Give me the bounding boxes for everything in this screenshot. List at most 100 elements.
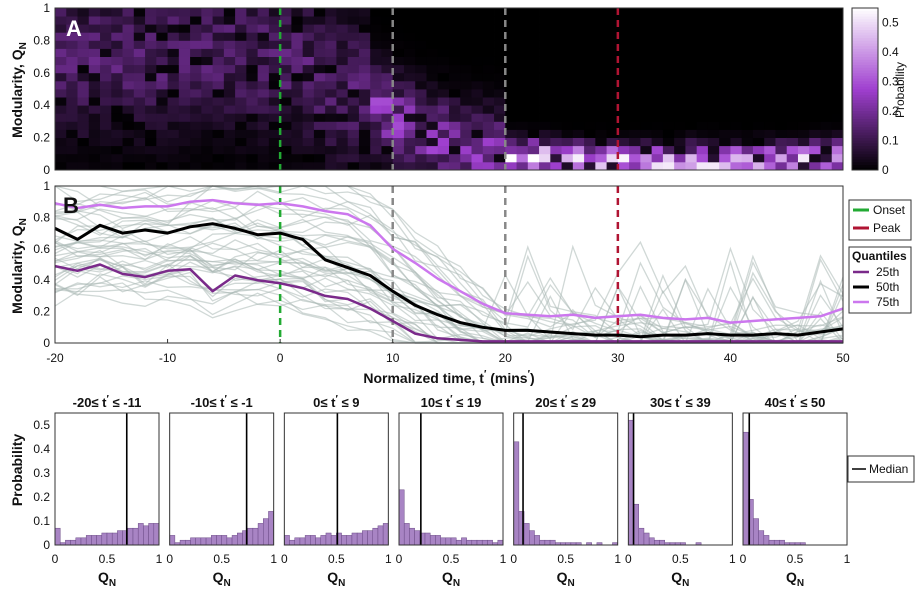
heatmap-cell	[223, 80, 236, 90]
heatmap-cell	[820, 97, 833, 106]
histogram-xtick-label: 1	[385, 552, 392, 566]
heatmap-cell	[460, 105, 472, 114]
heatmap-cell	[516, 24, 529, 33]
heatmap-cell	[809, 56, 821, 66]
heatmap-cell	[831, 40, 844, 49]
histogram-bar	[403, 523, 410, 546]
heatmap-cell	[347, 129, 360, 138]
heatmap-cell	[584, 56, 596, 66]
heatmap-cell	[66, 8, 78, 17]
heatmap-cell	[257, 80, 270, 90]
heatmap-cell	[730, 48, 743, 57]
heatmap-cell	[370, 56, 382, 66]
heatmap-cell	[516, 72, 529, 82]
heatmap-cell	[674, 16, 686, 25]
heatmap-cell	[831, 48, 844, 57]
heatmap-cell	[268, 129, 281, 138]
heatmap-cell	[302, 89, 315, 98]
heatmap-cell	[223, 8, 236, 17]
heatmap-cell	[449, 137, 461, 147]
heatmap-cell	[291, 121, 304, 130]
heatmap-cell	[651, 56, 664, 66]
heatmap-cell	[449, 16, 461, 25]
heatmap-cell	[246, 64, 259, 74]
colorbar-swatch	[852, 124, 878, 128]
heatmap-cell	[302, 129, 315, 138]
event-legend: Onset Peak	[848, 199, 912, 241]
heatmap-cell	[809, 161, 821, 171]
heatmap-cell	[392, 64, 405, 74]
heatmap-cell	[741, 129, 754, 138]
heatmap-cell	[66, 97, 78, 106]
heatmap-cell	[437, 24, 450, 33]
heatmap-cell	[674, 129, 686, 138]
colorbar-swatch	[852, 140, 878, 144]
heatmap-cell	[640, 24, 653, 33]
heatmap-cell	[752, 72, 765, 82]
heatmap-cell	[190, 113, 202, 122]
heatmap-cell	[88, 24, 101, 33]
colorbar-swatch	[852, 64, 878, 68]
heatmap-cell	[336, 32, 349, 41]
heatmap-cell	[820, 72, 833, 82]
heatmap-cell	[66, 48, 78, 57]
heatmap-cell	[662, 16, 675, 25]
heatmap-cell	[606, 105, 619, 114]
heatmap-cell	[223, 161, 236, 171]
heatmap-cell	[449, 24, 461, 33]
heatmap-cell	[719, 72, 731, 82]
colorbar-swatch	[852, 13, 878, 17]
heatmap-cell	[719, 16, 731, 25]
heatmap-cell	[449, 145, 461, 155]
heatmap-ytick-label: 0.8	[33, 33, 50, 47]
heatmap-cell	[325, 32, 337, 41]
histogram-frame	[283, 412, 389, 546]
heatmap-cell	[156, 97, 168, 106]
heatmap-cell	[415, 8, 427, 17]
histogram-bar	[315, 537, 321, 546]
heatmap-cell	[111, 8, 123, 17]
heatmap-cell	[178, 40, 191, 49]
heatmap-cell	[775, 153, 788, 163]
heatmap-cell	[426, 129, 439, 138]
heatmap-cell	[550, 80, 562, 90]
heatmap-cell	[235, 80, 247, 90]
histogram-bar	[450, 537, 457, 546]
heatmap-cell	[786, 16, 799, 25]
heatmap-cell	[797, 32, 810, 41]
heatmap-cell	[246, 105, 259, 114]
heatmap-cell	[201, 145, 213, 155]
onset-legend-label: Onset	[873, 203, 906, 217]
heatmap-cell	[505, 105, 517, 114]
heatmap-cell	[775, 129, 788, 138]
heatmap-cell	[403, 161, 416, 171]
heatmap-cell	[381, 32, 394, 41]
heatmap-cell	[640, 80, 653, 90]
heatmap-cell	[674, 40, 686, 49]
histogram-bar	[659, 539, 665, 546]
heatmap-cell	[223, 105, 236, 114]
heatmap-cell	[223, 129, 236, 138]
heatmap-cell	[212, 121, 225, 130]
heatmap-cell	[527, 40, 540, 49]
colorbar-swatch	[852, 164, 878, 168]
heatmap-cell	[246, 8, 259, 17]
histogram-background	[399, 413, 504, 545]
heatmap-cell	[111, 80, 123, 90]
histogram-bar	[127, 527, 134, 546]
heatmap-cell	[764, 97, 776, 106]
heatmap-cell	[88, 97, 101, 106]
heatmap-cell	[629, 89, 641, 98]
heatmap-cell	[809, 129, 821, 138]
histogram-bar	[461, 537, 467, 546]
heatmap-cell	[516, 89, 529, 98]
heatmap-cell	[707, 24, 720, 33]
heatmap-cell	[268, 16, 281, 25]
histogram-bar	[195, 537, 202, 546]
heatmap-cell	[178, 16, 191, 25]
colorbar-swatch	[852, 72, 878, 76]
heatmap-cell	[719, 89, 731, 98]
heatmap-cell	[775, 105, 788, 114]
heatmap-cell	[505, 80, 517, 90]
heatmap-cell	[606, 113, 619, 122]
